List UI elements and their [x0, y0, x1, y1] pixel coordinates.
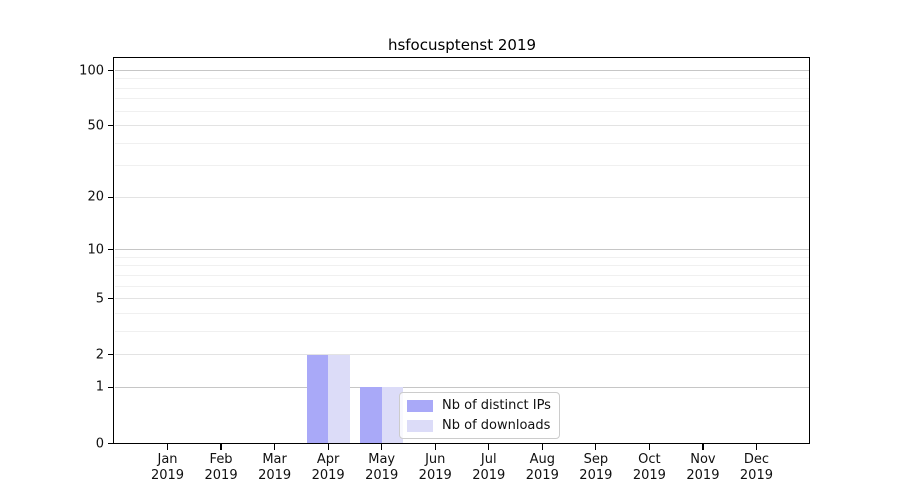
y-tick — [108, 354, 114, 356]
minor-gridline — [115, 274, 809, 276]
x-tick-label: Apr 2019 — [311, 451, 345, 483]
minor-gridline — [115, 142, 809, 144]
x-tick — [595, 443, 597, 450]
x-tick — [166, 443, 169, 450]
distinct-ips-swatch-icon — [407, 399, 433, 412]
plot-border — [113, 57, 810, 444]
x-tick — [274, 443, 276, 450]
major-gridline — [115, 125, 809, 127]
major-gridline — [115, 249, 809, 251]
x-tick-label: Jun 2019 — [418, 451, 452, 483]
x-tick-label: Feb 2019 — [204, 451, 238, 483]
x-tick — [648, 443, 650, 450]
x-tick — [755, 443, 758, 450]
chart-title: hsfocusptenst 2019 — [387, 36, 537, 54]
x-tick-label: Jul 2019 — [472, 451, 506, 483]
minor-gridline — [115, 98, 809, 100]
x-tick — [702, 443, 704, 450]
y-tick-label: 2 — [95, 347, 104, 363]
minor-gridline — [115, 78, 809, 80]
minor-gridline — [115, 312, 809, 314]
major-gridline — [115, 354, 809, 356]
minor-gridline — [115, 87, 809, 89]
x-tick-label: Sep 2019 — [579, 451, 613, 483]
major-gridline — [115, 196, 809, 198]
y-tick — [108, 298, 114, 300]
bar-downloads — [328, 354, 350, 444]
downloads-swatch-icon — [407, 419, 433, 432]
x-tick-label: Aug 2019 — [525, 451, 559, 483]
bar-distinct-ips — [360, 387, 382, 444]
minor-gridline — [115, 165, 809, 167]
major-gridline — [115, 386, 809, 388]
y-tick — [108, 249, 114, 251]
x-tick — [434, 443, 436, 450]
y-tick — [108, 386, 114, 389]
y-tick-label: 20 — [87, 189, 104, 205]
x-tick — [488, 443, 490, 450]
x-tick-label: Jan 2019 — [150, 451, 185, 483]
y-tick — [108, 442, 114, 445]
y-tick-label: 50 — [87, 118, 104, 134]
y-tick — [108, 125, 114, 127]
y-tick-label: 5 — [95, 291, 104, 307]
y-tick-label: 0 — [95, 436, 104, 451]
legend-item-downloads: Nb of downloads — [407, 418, 551, 433]
x-tick-label: Mar 2019 — [258, 451, 292, 483]
x-tick-label: Oct 2019 — [632, 451, 666, 483]
y-tick-label: 10 — [87, 242, 104, 258]
y-tick-label: 1 — [95, 379, 104, 395]
major-gridline — [115, 70, 809, 71]
minor-gridline — [115, 256, 809, 258]
y-tick-label: 100 — [79, 63, 104, 78]
minor-gridline — [115, 285, 809, 287]
x-tick — [381, 443, 383, 450]
y-tick — [108, 196, 114, 199]
legend-item-distinct-ips: Nb of distinct IPs — [407, 398, 551, 413]
minor-gridline — [115, 110, 809, 112]
legend-label: Nb of downloads — [442, 418, 551, 433]
major-gridline — [115, 298, 809, 300]
y-tick — [108, 69, 114, 72]
x-tick-label: May 2019 — [365, 451, 399, 483]
bar-distinct-ips — [306, 354, 329, 444]
x-tick-label: Dec 2019 — [739, 451, 773, 483]
bar-downloads — [381, 387, 404, 444]
legend: Nb of distinct IPs Nb of downloads — [399, 392, 560, 439]
minor-gridline — [115, 330, 809, 332]
x-tick — [327, 443, 329, 450]
minor-gridline — [115, 265, 809, 267]
x-tick-label: Nov 2019 — [686, 451, 720, 483]
legend-label: Nb of distinct IPs — [442, 398, 551, 413]
x-tick — [220, 443, 222, 450]
x-tick — [541, 443, 543, 450]
